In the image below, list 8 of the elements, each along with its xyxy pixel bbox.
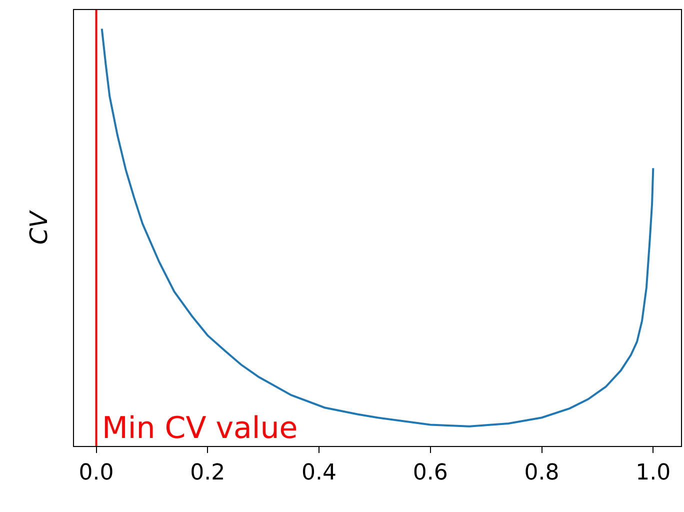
ref-line-label: Min CV value — [102, 411, 298, 446]
x-tick-label: 0.6 — [412, 460, 448, 486]
x-tick-label: 1.0 — [636, 460, 671, 486]
x-tick-label: 0.8 — [524, 460, 560, 486]
x-tick-label: 0.4 — [302, 460, 337, 486]
x-tick-label: 0.0 — [78, 460, 114, 486]
y-axis-title: CV — [25, 210, 54, 245]
x-tick-label: 0.2 — [190, 460, 226, 486]
